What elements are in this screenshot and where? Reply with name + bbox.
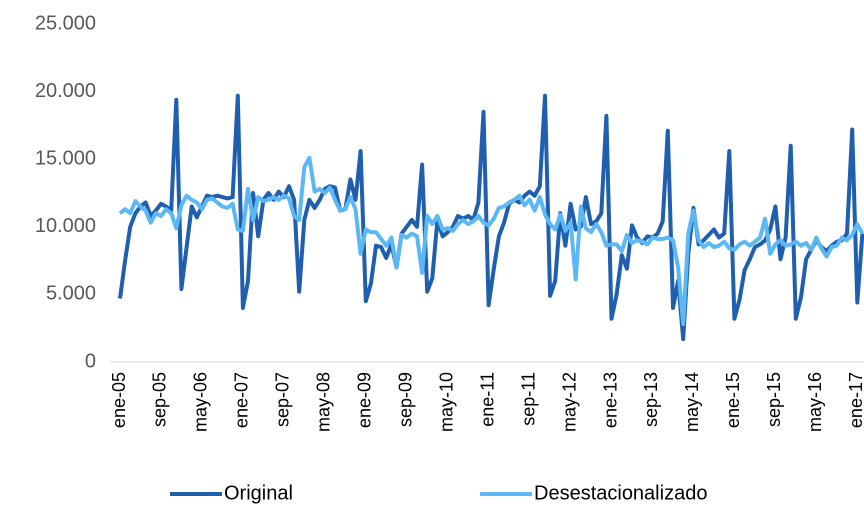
y-tick-label: 20.000 (35, 80, 96, 102)
x-tick-label: ene-11 (477, 372, 497, 427)
x-tick-label: ene-07 (232, 372, 252, 428)
x-tick-label: sep-09 (395, 372, 415, 427)
x-tick-label: may-08 (314, 372, 334, 432)
x-tick-label: ene-09 (355, 372, 375, 428)
x-tick-label: may-06 (191, 372, 211, 432)
x-tick-label: ene-17 (846, 372, 864, 428)
x-tick-label: sep-13 (641, 372, 661, 427)
legend-label: Original (224, 482, 293, 504)
x-tick-label: ene-15 (723, 372, 743, 428)
y-tick-label: 5.000 (46, 283, 96, 305)
x-tick-label: ene-13 (600, 372, 620, 428)
x-tick-label: may-14 (682, 372, 702, 432)
x-tick-label: may-16 (805, 372, 825, 432)
y-tick-label: 0 (85, 350, 96, 372)
series-line (118, 155, 864, 327)
x-tick-label: ene-05 (109, 372, 129, 428)
x-tick-label: may-10 (436, 372, 456, 432)
x-tick-label: sep-05 (150, 372, 170, 427)
legend-label: Desestacionalizado (534, 482, 707, 504)
x-tick-label: sep-15 (764, 372, 784, 427)
x-tick-label: sep-11 (518, 372, 538, 426)
y-tick-label: 25.000 (35, 12, 96, 34)
y-tick-label: 15.000 (35, 147, 96, 169)
y-tick-label: 10.000 (35, 215, 96, 237)
x-tick-label: may-12 (559, 372, 579, 432)
series-line (118, 93, 864, 341)
x-tick-label: sep-07 (273, 372, 293, 427)
